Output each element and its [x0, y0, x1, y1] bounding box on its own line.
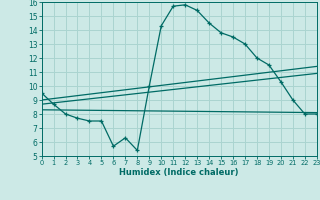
X-axis label: Humidex (Indice chaleur): Humidex (Indice chaleur): [119, 168, 239, 177]
